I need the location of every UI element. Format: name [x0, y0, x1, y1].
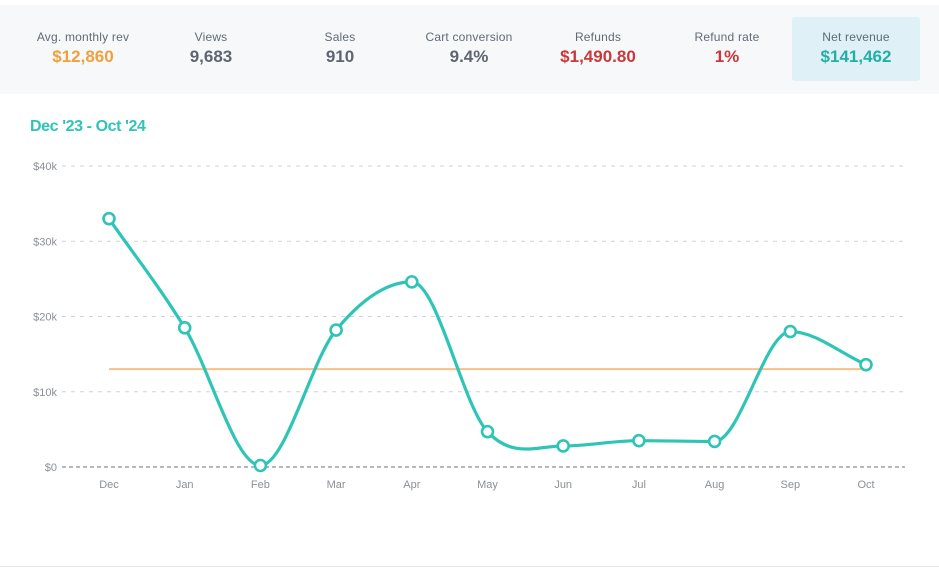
stat-value: $1,490.80 — [560, 47, 636, 66]
stat-value: 910 — [325, 47, 355, 66]
x-tick-label: Sep — [781, 479, 801, 491]
stat-net-revenue[interactable]: Net revenue $141,462 — [792, 17, 920, 81]
x-tick-label: Dec — [99, 479, 119, 491]
data-point — [783, 324, 798, 339]
stat-label: Sales — [324, 30, 356, 44]
data-point — [632, 433, 646, 448]
stat-label: Cart conversion — [425, 30, 513, 44]
chart-title: Dec '23 - Oct '24 — [30, 118, 146, 135]
stat-label: Net revenue — [822, 30, 890, 44]
x-tick-label: Jul — [632, 479, 646, 491]
x-tick-label: Aug — [705, 479, 725, 491]
y-tick-label: $30k — [33, 236, 57, 248]
divider — [0, 566, 939, 567]
data-point — [707, 434, 722, 449]
data-point — [859, 357, 873, 372]
stat-value: $12,860 — [52, 47, 114, 66]
stat-value: $141,462 — [820, 47, 892, 66]
data-point — [253, 458, 268, 473]
y-tick-label: $0 — [45, 462, 57, 474]
series-line — [107, 217, 868, 468]
data-point — [556, 439, 571, 453]
stat-label: Avg. monthly rev — [36, 30, 130, 44]
data-point — [404, 275, 419, 289]
stat-avg-monthly-rev: Avg. monthly rev $12,860 — [19, 17, 147, 81]
x-tick-label: Apr — [403, 479, 420, 491]
stat-value: 9,683 — [189, 47, 233, 66]
stat-value: 9.4% — [449, 47, 489, 66]
stat-sales: Sales 910 — [276, 17, 404, 81]
stat-refund-rate: Refund rate 1% — [663, 17, 791, 81]
x-tick-label: Oct — [857, 479, 874, 491]
x-tick-label: Jan — [176, 479, 194, 491]
data-point — [480, 424, 495, 439]
x-tick-label: Feb — [251, 479, 270, 491]
y-tick-label: $20k — [33, 312, 57, 324]
x-tick-label: Jun — [554, 479, 572, 491]
x-tick-label: Mar — [327, 479, 346, 491]
data-point — [102, 211, 116, 226]
y-tick-label: $40k — [33, 161, 57, 173]
x-tick-label: May — [477, 479, 498, 491]
data-point — [177, 320, 192, 335]
stat-label: Refund rate — [694, 30, 760, 44]
stat-label: Views — [194, 30, 228, 44]
stat-refunds: Refunds $1,490.80 — [534, 17, 662, 81]
stats-bar: Avg. monthly rev $12,860 Views 9,683 Sal… — [0, 5, 939, 94]
y-tick-label: $10k — [33, 387, 57, 399]
data-point — [329, 323, 343, 337]
stat-value: 1% — [714, 47, 740, 66]
stat-label: Refunds — [574, 30, 622, 44]
stat-views: Views 9,683 — [147, 17, 275, 81]
stat-cart-conversion: Cart conversion 9.4% — [405, 17, 533, 81]
